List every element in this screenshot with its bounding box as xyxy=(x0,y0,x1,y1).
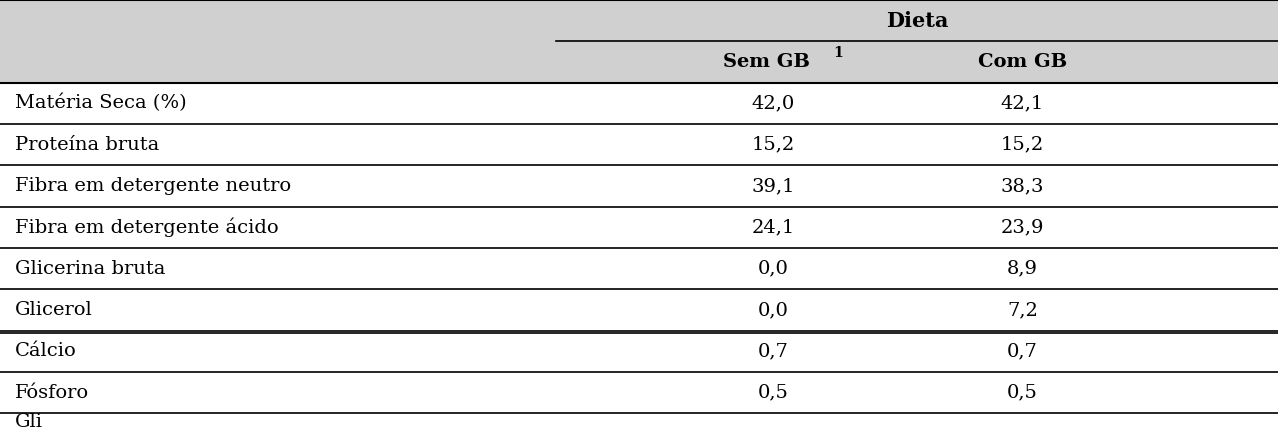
Text: 38,3: 38,3 xyxy=(1001,177,1044,195)
Text: 0,7: 0,7 xyxy=(1007,342,1038,360)
Text: 24,1: 24,1 xyxy=(751,218,795,237)
Text: Gli: Gli xyxy=(15,413,43,431)
Text: 15,2: 15,2 xyxy=(1001,136,1044,154)
Text: 0,7: 0,7 xyxy=(758,342,789,360)
Text: Proteína bruta: Proteína bruta xyxy=(15,136,160,154)
Bar xyxy=(0,248,1278,289)
Text: Glicerina bruta: Glicerina bruta xyxy=(15,260,166,278)
Bar xyxy=(0,82,1278,124)
Text: 42,1: 42,1 xyxy=(1001,94,1044,112)
Text: 23,9: 23,9 xyxy=(1001,218,1044,237)
Text: Fibra em detergente ácido: Fibra em detergente ácido xyxy=(15,217,279,237)
Text: Matéria Seca (%): Matéria Seca (%) xyxy=(15,94,187,112)
Text: Dieta: Dieta xyxy=(886,11,948,31)
Bar xyxy=(0,372,1278,413)
Bar xyxy=(0,289,1278,331)
Text: 42,0: 42,0 xyxy=(751,94,795,112)
Text: Glicerol: Glicerol xyxy=(15,301,93,319)
Text: 0,5: 0,5 xyxy=(758,384,789,401)
Bar xyxy=(0,165,1278,207)
Text: 15,2: 15,2 xyxy=(751,136,795,154)
Text: Cálcio: Cálcio xyxy=(15,342,77,360)
Text: Fibra em detergente neutro: Fibra em detergente neutro xyxy=(15,177,291,195)
Text: 0,5: 0,5 xyxy=(1007,384,1038,401)
Text: 0,0: 0,0 xyxy=(758,260,789,278)
Text: Sem GB: Sem GB xyxy=(723,53,810,71)
Text: Fósforo: Fósforo xyxy=(15,384,89,401)
Text: 8,9: 8,9 xyxy=(1007,260,1038,278)
Bar xyxy=(0,124,1278,165)
Text: 7,2: 7,2 xyxy=(1007,301,1038,319)
Text: 0,0: 0,0 xyxy=(758,301,789,319)
Text: Com GB: Com GB xyxy=(978,53,1067,71)
Text: 1: 1 xyxy=(833,46,843,60)
Bar xyxy=(0,331,1278,372)
Text: 39,1: 39,1 xyxy=(751,177,795,195)
Bar xyxy=(0,207,1278,248)
